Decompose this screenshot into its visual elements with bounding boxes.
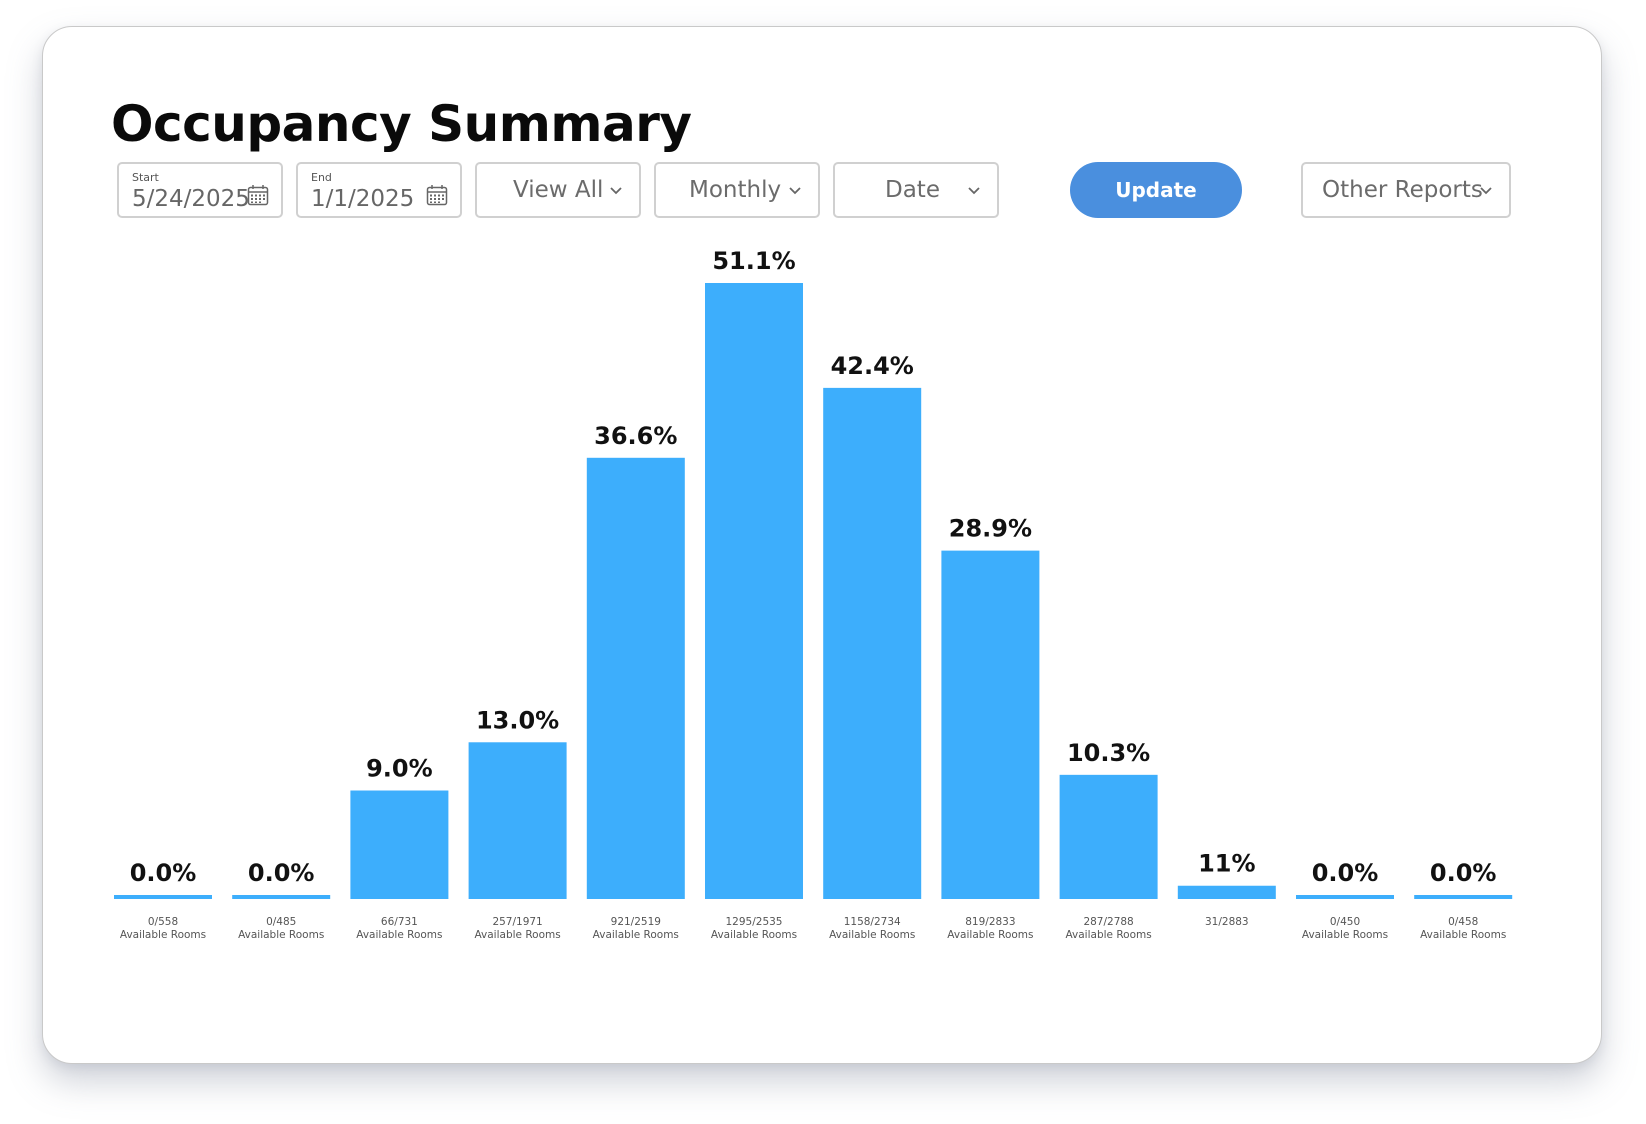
- bar-caption: Available Rooms: [356, 929, 442, 941]
- chevron-down-icon: [610, 187, 622, 195]
- bar-caption: Available Rooms: [829, 929, 915, 941]
- bar-occupied-count: 1295/2535: [726, 916, 783, 928]
- bar[interactable]: [232, 895, 331, 899]
- bar-occupied-count: 0/458: [1448, 916, 1478, 928]
- other-reports-value: Other Reports: [1322, 177, 1483, 203]
- bar-value-label: 36.6%: [594, 422, 677, 450]
- end-date-field[interactable]: End 1/1/2025: [296, 162, 462, 218]
- bar[interactable]: [586, 457, 685, 899]
- bar-caption: Available Rooms: [1065, 929, 1151, 941]
- bar[interactable]: [1296, 895, 1394, 899]
- bar[interactable]: [941, 550, 1040, 899]
- bar-caption: Available Rooms: [1302, 929, 1388, 941]
- calendar-icon[interactable]: [426, 184, 448, 206]
- bar[interactable]: [1177, 885, 1276, 899]
- start-date-value: 5/24/2025: [132, 186, 250, 212]
- bar[interactable]: [1059, 774, 1158, 899]
- bar-caption: Available Rooms: [238, 929, 324, 941]
- bar-occupied-count: 1158/2734: [844, 916, 901, 928]
- bar-value-label: 0.0%: [248, 859, 315, 887]
- bar-occupied-count: 66/731: [381, 916, 418, 928]
- bar[interactable]: [350, 790, 449, 899]
- bar-caption: Available Rooms: [1420, 929, 1506, 941]
- bar[interactable]: [823, 387, 922, 899]
- bar-value-label: 10.3%: [1067, 739, 1150, 767]
- bar[interactable]: [705, 283, 803, 899]
- bar[interactable]: [468, 742, 567, 899]
- update-button[interactable]: Update: [1070, 162, 1242, 218]
- bar-occupied-count: 31/2883: [1205, 916, 1249, 928]
- sort-select[interactable]: Date: [833, 162, 999, 218]
- end-date-caption: End: [311, 171, 332, 184]
- bar-caption: Available Rooms: [120, 929, 206, 941]
- bar-value-label: 0.0%: [1430, 859, 1497, 887]
- bar-caption: Available Rooms: [593, 929, 679, 941]
- bar-caption: Available Rooms: [474, 929, 560, 941]
- bar-occupied-count: 921/2519: [611, 916, 661, 928]
- bar-occupied-count: 0/450: [1330, 916, 1360, 928]
- period-select[interactable]: Monthly: [654, 162, 820, 218]
- bar-value-label: 13.0%: [476, 706, 559, 734]
- bar-value-label: 42.4%: [831, 352, 914, 380]
- period-select-value: Monthly: [689, 177, 782, 203]
- calendar-icon[interactable]: [247, 184, 269, 206]
- bar-occupied-count: 0/485: [266, 916, 296, 928]
- chevron-down-icon: [1480, 187, 1492, 195]
- sort-select-value: Date: [885, 177, 940, 203]
- view-select-value: View All: [513, 177, 604, 203]
- occupancy-summary-card: Occupancy Summary Start 5/24/2025 End 1/…: [42, 26, 1602, 1064]
- bar-occupied-count: 819/2833: [965, 916, 1015, 928]
- bar[interactable]: [1414, 895, 1513, 899]
- start-date-field[interactable]: Start 5/24/2025: [117, 162, 283, 218]
- bar[interactable]: [114, 895, 212, 899]
- bar-occupied-count: 287/2788: [1083, 916, 1133, 928]
- chevron-down-icon: [968, 187, 980, 195]
- view-select[interactable]: View All: [475, 162, 641, 218]
- other-reports-select[interactable]: Other Reports: [1301, 162, 1511, 218]
- chevron-down-icon: [789, 187, 801, 195]
- bar-value-label: 28.9%: [949, 515, 1032, 543]
- bar-occupied-count: 0/558: [148, 916, 178, 928]
- bar-caption: Available Rooms: [947, 929, 1033, 941]
- bar-value-label: 0.0%: [1312, 859, 1379, 887]
- start-date-caption: Start: [132, 171, 159, 184]
- bar-value-label: 51.1%: [712, 247, 795, 275]
- bar-caption: Available Rooms: [711, 929, 797, 941]
- bar-value-label: 9.0%: [366, 755, 433, 783]
- page-title: Occupancy Summary: [111, 95, 692, 153]
- bar-occupied-count: 257/1971: [492, 916, 542, 928]
- end-date-value: 1/1/2025: [311, 186, 415, 212]
- bar-value-label: 11%: [1198, 850, 1255, 878]
- bar-value-label: 0.0%: [130, 859, 197, 887]
